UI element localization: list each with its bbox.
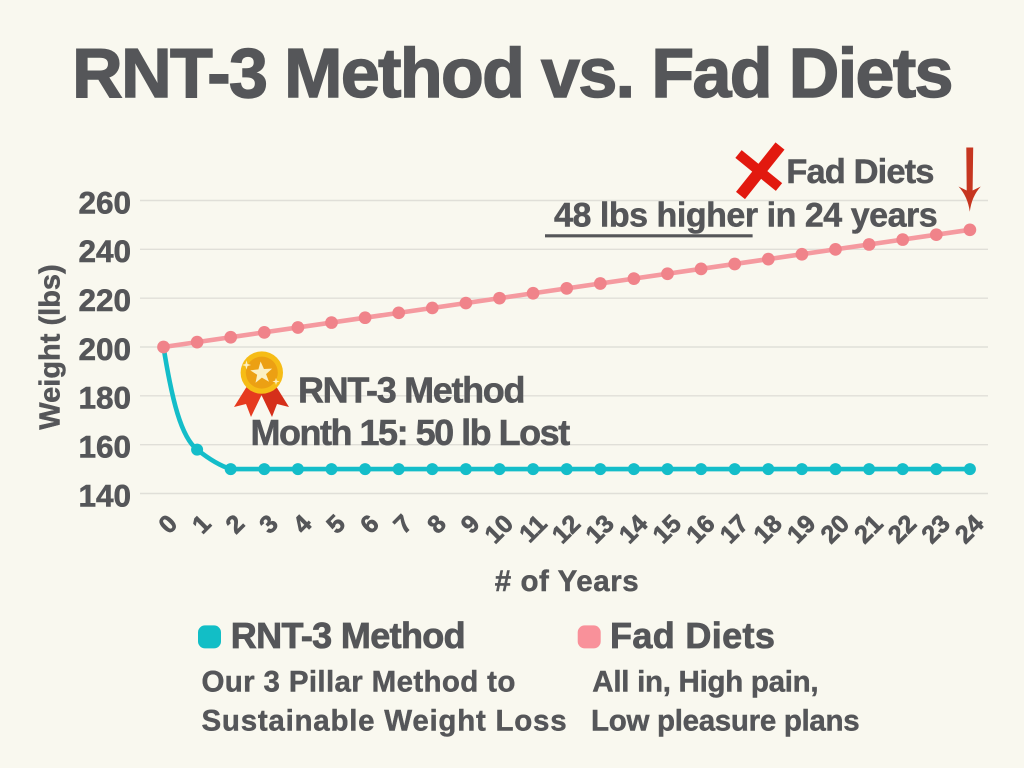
- svg-text:Month 15: 50 lb Lost: Month 15: 50 lb Lost: [251, 412, 571, 453]
- svg-text:# of Years: # of Years: [495, 565, 640, 598]
- svg-text:4: 4: [288, 510, 318, 540]
- svg-text:260: 260: [78, 184, 131, 220]
- svg-text:8: 8: [422, 510, 452, 540]
- svg-text:Low pleasure plans: Low pleasure plans: [591, 705, 859, 738]
- svg-text:RNT-3 Method: RNT-3 Method: [298, 370, 524, 411]
- svg-text:10: 10: [479, 510, 518, 549]
- svg-text:200: 200: [78, 331, 131, 367]
- svg-text:220: 220: [78, 282, 131, 318]
- svg-text:All in, High pain,: All in, High pain,: [592, 666, 818, 699]
- svg-text:1: 1: [187, 510, 217, 540]
- svg-text:6: 6: [355, 510, 385, 540]
- svg-text:3: 3: [254, 510, 284, 540]
- svg-text:140: 140: [78, 477, 131, 513]
- svg-text:240: 240: [78, 233, 131, 269]
- svg-text:Sustainable Weight Loss: Sustainable Weight Loss: [202, 705, 568, 738]
- svg-text:9: 9: [456, 510, 486, 540]
- svg-text:24: 24: [950, 510, 990, 550]
- svg-text:7: 7: [389, 510, 419, 540]
- svg-text:180: 180: [78, 380, 131, 416]
- svg-text:2: 2: [221, 510, 251, 540]
- svg-text:RNT-3 Method vs. Fad Diets: RNT-3 Method vs. Fad Diets: [72, 34, 952, 112]
- svg-text:RNT-3 Method: RNT-3 Method: [231, 615, 465, 656]
- svg-text:0: 0: [153, 510, 183, 540]
- svg-text:Our 3 Pillar Method to: Our 3 Pillar Method to: [202, 666, 516, 699]
- svg-text:160: 160: [78, 429, 131, 465]
- svg-text:5: 5: [321, 510, 351, 540]
- svg-text:Fad Diets: Fad Diets: [786, 153, 933, 191]
- svg-text:Fad Diets: Fad Diets: [610, 615, 775, 656]
- svg-text:48 lbs higher in 24 years: 48 lbs higher in 24 years: [554, 196, 937, 234]
- svg-text:Weight (lbs): Weight (lbs): [35, 264, 67, 429]
